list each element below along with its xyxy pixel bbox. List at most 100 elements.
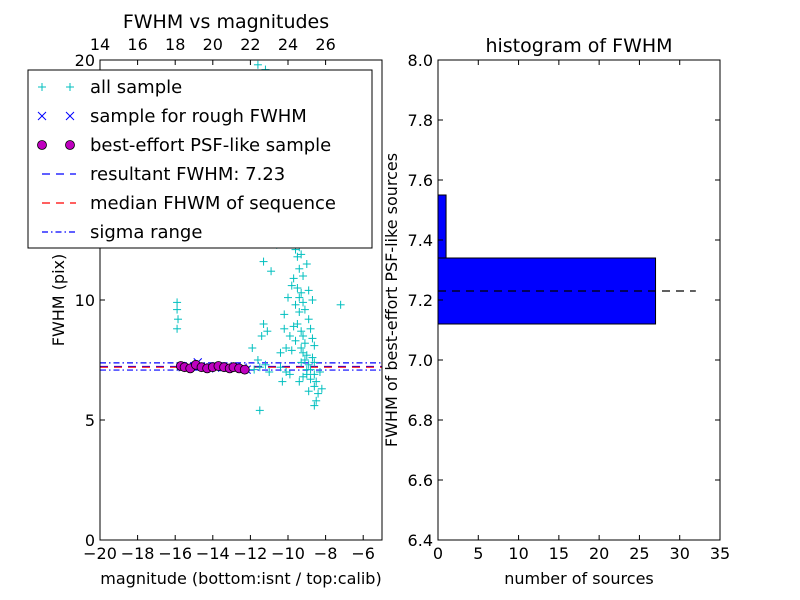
top-x-tick-label: 16 <box>127 35 147 54</box>
all-sample-point <box>306 375 315 384</box>
all-sample-point <box>297 288 306 297</box>
x-tick-label: 35 <box>710 544 730 563</box>
all-sample-point <box>285 332 294 340</box>
all-sample-point <box>289 274 298 283</box>
x-tick-label: −14 <box>196 544 230 563</box>
left-plot-marks <box>100 60 382 415</box>
y-tick-label: 7.0 <box>408 351 433 370</box>
all-sample-point <box>173 298 182 307</box>
all-sample-point <box>250 365 259 374</box>
all-sample-point <box>173 305 182 314</box>
all-sample-point <box>295 377 304 386</box>
legend-box <box>27 69 373 249</box>
y-tick-label: 5 <box>85 411 95 430</box>
all-sample-point <box>308 334 317 343</box>
legend-marker <box>38 83 46 91</box>
y-tick-label: 7.4 <box>408 231 433 250</box>
all-sample-point <box>293 284 302 292</box>
x-tick-label: 15 <box>549 544 569 563</box>
all-sample-point <box>304 315 313 324</box>
all-sample-point <box>276 363 285 372</box>
all-sample-point <box>280 310 289 319</box>
all-sample-point <box>310 341 319 350</box>
top-x-tick-label: 18 <box>165 35 185 54</box>
top-x-tick-label: 24 <box>278 35 298 54</box>
all-sample-point <box>265 368 274 376</box>
all-sample-point <box>315 368 324 376</box>
x-tick-label: −6 <box>351 544 375 563</box>
all-sample-point <box>259 257 268 266</box>
all-sample-point <box>304 387 313 396</box>
all-sample-point <box>263 327 272 336</box>
left-chart-title: FWHM vs magnitudes <box>123 11 329 33</box>
histogram-bar <box>437 194 447 259</box>
x-tick-label: −8 <box>314 544 338 563</box>
all-sample-point <box>291 300 300 309</box>
x-tick-label: 30 <box>670 544 690 563</box>
all-sample-point <box>295 308 304 316</box>
y-tick-label: 6.8 <box>408 411 433 430</box>
all-sample-point <box>310 382 319 391</box>
x-tick-label: −10 <box>271 544 305 563</box>
all-sample-point <box>255 406 264 415</box>
x-tick-label: 25 <box>629 544 649 563</box>
psf-like-point <box>239 364 250 375</box>
all-sample-point <box>310 358 319 367</box>
legend-marker <box>66 83 74 91</box>
all-sample-point <box>314 389 323 398</box>
x-tick-label: −16 <box>158 544 192 563</box>
all-sample-point <box>299 372 308 381</box>
all-sample-point <box>302 260 311 268</box>
legend-label: best-effort PSF-like sample <box>90 135 331 156</box>
x-tick-label: −18 <box>121 544 155 563</box>
all-sample-point <box>304 286 313 295</box>
all-sample-point <box>295 293 304 302</box>
all-sample-point <box>257 332 266 340</box>
x-tick-label: 5 <box>473 544 483 563</box>
all-sample-point <box>336 300 345 309</box>
right-chart-title: histogram of FWHM <box>485 35 672 57</box>
top-x-tick-label: 22 <box>240 35 260 54</box>
all-sample-point <box>299 272 308 280</box>
y-tick-label: 6.4 <box>408 531 433 550</box>
top-x-tick-label: 26 <box>315 35 335 54</box>
all-sample-point <box>289 322 298 331</box>
all-sample-point <box>282 344 291 352</box>
all-sample-point <box>255 363 264 372</box>
x-tick-label: 0 <box>433 544 443 563</box>
all-sample-point <box>299 332 308 340</box>
all-sample-point <box>308 353 317 362</box>
all-sample-point <box>297 327 306 336</box>
all-sample-point <box>302 351 311 360</box>
all-sample-point <box>317 384 326 393</box>
histogram-panel: histogram of FWHM number of sources FWHM… <box>382 35 730 588</box>
all-sample-point <box>295 264 304 273</box>
legend-label: all sample <box>90 77 182 98</box>
left-y-axis-label: FWHM (pix) <box>49 254 68 347</box>
legend-label: sigma range <box>90 222 202 243</box>
all-sample-point <box>291 336 300 345</box>
all-sample-point <box>267 267 276 276</box>
legend-marker <box>65 111 75 121</box>
x-tick-label: 20 <box>589 544 609 563</box>
all-sample-point <box>284 293 292 302</box>
x-tick-label: −20 <box>83 544 117 563</box>
right-axis-ticks: 0 5 10 15 20 25 30 35 6.4 6.6 6.8 7.0 7.2 7.4 7.6 7.8 8.… <box>408 51 731 563</box>
all-sample-point <box>253 356 262 364</box>
fwhm-vs-magnitudes-panel: FWHM vs magnitudes magnitude (bottom:isn… <box>27 11 383 588</box>
all-sample-point <box>259 320 268 328</box>
right-y-axis-label: FWHM of best-effort PSF-like sources <box>382 153 401 447</box>
all-sample-point <box>287 281 296 290</box>
all-sample-point <box>308 296 317 304</box>
all-sample-point <box>278 377 287 386</box>
y-tick-label: 7.6 <box>408 171 433 190</box>
all-sample-point <box>174 315 183 324</box>
y-tick-label: 7.8 <box>408 111 433 130</box>
all-sample-point <box>297 344 306 352</box>
all-sample-point <box>300 339 309 348</box>
all-sample-point <box>276 348 285 357</box>
legend-label: median FHWM of sequence <box>90 193 336 214</box>
all-sample-point <box>173 324 182 333</box>
all-sample-point <box>312 396 321 405</box>
legend-label: resultant FWHM: 7.23 <box>90 164 285 185</box>
